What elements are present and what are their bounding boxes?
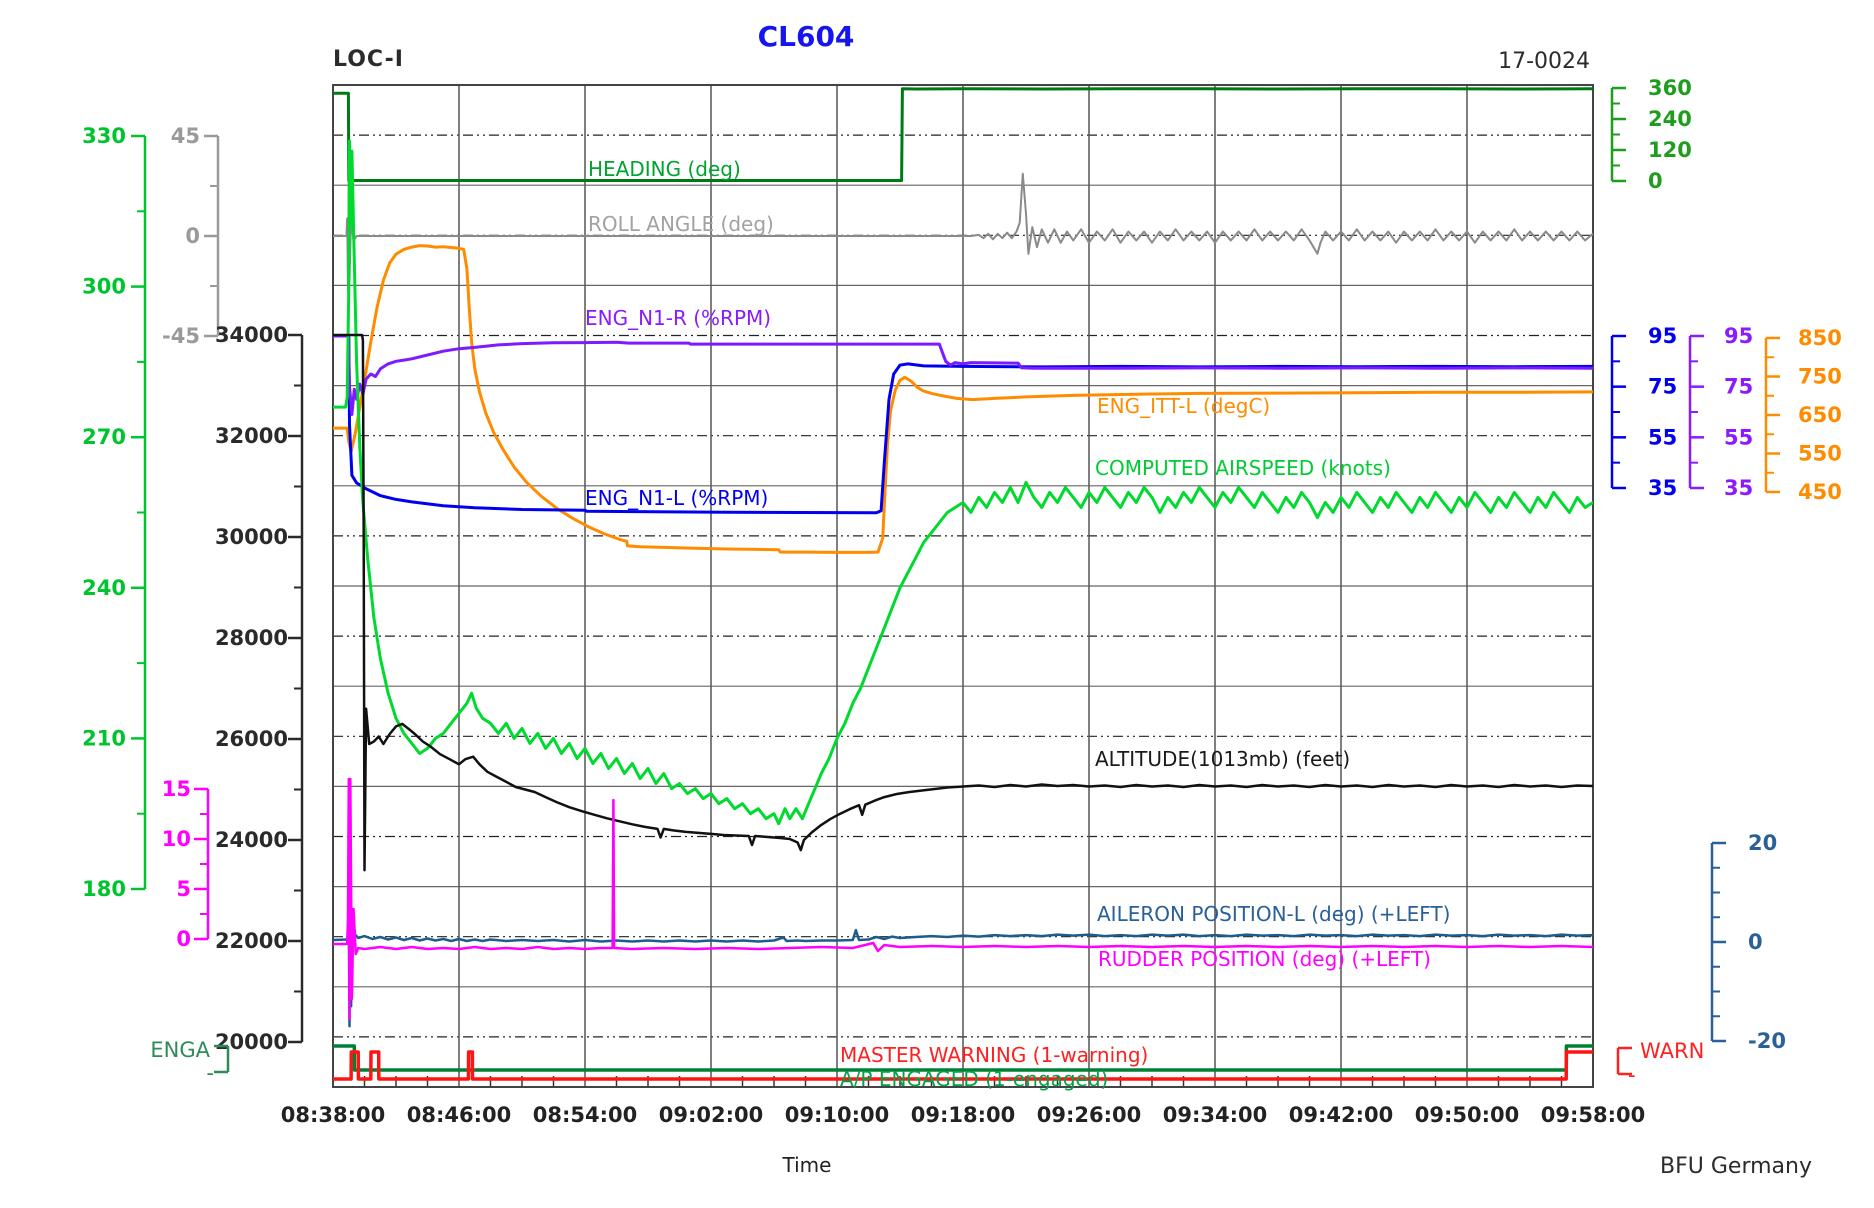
svg-text:95: 95 xyxy=(1724,324,1753,348)
svg-text:08:54:00: 08:54:00 xyxy=(533,1103,637,1127)
trace-label: ENG_N1-R (%RPM) xyxy=(585,306,771,330)
series-alt-line xyxy=(333,333,1593,872)
svg-text:55: 55 xyxy=(1724,425,1753,449)
svg-text:-45: -45 xyxy=(162,324,200,348)
trace-label: ENG_ITT-L (degC) xyxy=(1097,394,1270,418)
heading-scale: 360 240 120 0 xyxy=(1610,76,1692,193)
series-warn-line xyxy=(333,1050,1593,1081)
svg-text:20: 20 xyxy=(1748,831,1777,855)
svg-text:09:34:00: 09:34:00 xyxy=(1163,1103,1267,1127)
svg-text:09:42:00: 09:42:00 xyxy=(1289,1103,1393,1127)
svg-text:95: 95 xyxy=(1648,324,1677,348)
svg-text:09:26:00: 09:26:00 xyxy=(1037,1103,1141,1127)
svg-text:300: 300 xyxy=(82,275,126,299)
svg-text:34000: 34000 xyxy=(215,323,288,347)
svg-text:750: 750 xyxy=(1798,365,1842,389)
svg-text:22000: 22000 xyxy=(215,929,288,953)
svg-text:850: 850 xyxy=(1798,326,1842,350)
svg-text:550: 550 xyxy=(1798,442,1842,466)
trace-label: ALTITUDE(1013mb) (feet) xyxy=(1095,747,1350,771)
x-axis-title: Time xyxy=(782,1153,832,1177)
svg-text:26000: 26000 xyxy=(215,727,288,751)
rudder-scale: 15 10 5 0 xyxy=(162,777,210,951)
trace-label: A/P ENGAGED (1-engaged) xyxy=(840,1067,1108,1091)
svg-text:450: 450 xyxy=(1798,480,1842,504)
series-cas-line xyxy=(333,139,1593,826)
svg-text:650: 650 xyxy=(1798,403,1842,427)
svg-text:08:46:00: 08:46:00 xyxy=(407,1103,511,1127)
trace-label: ENG_N1-L (%RPM) xyxy=(585,486,768,510)
svg-text:0: 0 xyxy=(176,927,191,951)
eng-n1-right-scale: 95 75 55 35 xyxy=(1688,324,1753,500)
svg-text:32000: 32000 xyxy=(215,424,288,448)
svg-text:-20: -20 xyxy=(1748,1029,1786,1053)
series-ap-line xyxy=(333,1044,1593,1072)
computed-airspeed-scale: 330 300 270 240 210 180 xyxy=(82,124,147,901)
eng-itt-left-scale: 850 750 650 550 450 xyxy=(1764,326,1842,504)
series-ail-line xyxy=(333,906,1593,1028)
series-heading-line xyxy=(333,87,1593,182)
svg-text:75: 75 xyxy=(1724,375,1753,399)
trace-label: HEADING (deg) xyxy=(588,157,741,181)
svg-text:10: 10 xyxy=(162,827,191,851)
svg-text:-: - xyxy=(1628,1063,1636,1087)
svg-text:09:10:00: 09:10:00 xyxy=(785,1103,889,1127)
svg-text:55: 55 xyxy=(1648,425,1677,449)
altitude-scale: 34000 32000 30000 28000 26000 24000 22000 20000 xyxy=(215,323,304,1054)
trace-label: COMPUTED AIRSPEED (knots) xyxy=(1095,456,1391,480)
time-tick-labels: 08:38:00 08:46:00 08:54:00 09:02:00 09:10:00… xyxy=(281,1103,1645,1127)
enga-marker: ENGA- xyxy=(150,1038,230,1085)
svg-text:09:18:00: 09:18:00 xyxy=(911,1103,1015,1127)
svg-text:0: 0 xyxy=(185,224,200,248)
svg-text:75: 75 xyxy=(1648,375,1677,399)
svg-text:09:50:00: 09:50:00 xyxy=(1415,1103,1519,1127)
svg-text:330: 330 xyxy=(82,124,126,148)
svg-text:30000: 30000 xyxy=(215,525,288,549)
series-roll-line xyxy=(333,168,1593,293)
svg-text:35: 35 xyxy=(1648,476,1677,500)
trace-label: AILERON POSITION-L (deg) (+LEFT) xyxy=(1097,902,1450,926)
svg-text:24000: 24000 xyxy=(215,828,288,852)
svg-text:ENGA: ENGA xyxy=(150,1038,210,1062)
svg-text:08:38:00: 08:38:00 xyxy=(281,1103,385,1127)
svg-text:35: 35 xyxy=(1724,476,1753,500)
svg-text:0: 0 xyxy=(1748,930,1763,954)
trace-labels: HEADING (deg) ROLL ANGLE (deg) ENG_N1-R (%… xyxy=(585,157,1450,1091)
series-itt-line xyxy=(333,244,1593,554)
svg-text:28000: 28000 xyxy=(215,626,288,650)
eng-n1-left-scale: 95 75 55 35 xyxy=(1610,324,1677,500)
svg-text:120: 120 xyxy=(1648,138,1692,162)
roll-angle-scale: 45 0 -45 xyxy=(162,124,220,348)
svg-text:-: - xyxy=(206,1061,214,1085)
footer-organization: BFU Germany xyxy=(1660,1154,1812,1179)
trace-label: RUDDER POSITION (deg) (+LEFT) xyxy=(1098,947,1431,971)
trace-label: MASTER WARNING (1-warning) xyxy=(840,1043,1148,1067)
svg-text:WARN: WARN xyxy=(1640,1039,1704,1063)
svg-text:20000: 20000 xyxy=(215,1030,288,1054)
warn-marker: WARN- xyxy=(1616,1039,1704,1087)
page-title: CL604 xyxy=(758,20,855,53)
report-number: 17-0024 xyxy=(1498,49,1590,74)
svg-text:45: 45 xyxy=(171,124,200,148)
svg-text:09:58:00: 09:58:00 xyxy=(1541,1103,1645,1127)
svg-text:5: 5 xyxy=(176,877,191,901)
svg-text:240: 240 xyxy=(1648,107,1692,131)
svg-text:0: 0 xyxy=(1648,169,1663,193)
svg-text:360: 360 xyxy=(1648,76,1692,100)
svg-text:09:02:00: 09:02:00 xyxy=(659,1103,763,1127)
svg-text:210: 210 xyxy=(82,726,126,750)
dataset-label: LOC-I xyxy=(333,47,404,72)
trace-label: ROLL ANGLE (deg) xyxy=(588,212,774,236)
series-rud-line xyxy=(333,777,1593,1021)
svg-text:15: 15 xyxy=(162,777,191,801)
svg-text:270: 270 xyxy=(82,425,126,449)
svg-text:240: 240 xyxy=(82,576,126,600)
plot-border xyxy=(332,84,1594,1088)
svg-text:180: 180 xyxy=(82,877,126,901)
aileron-scale: 20 0 -20 xyxy=(1710,831,1786,1053)
